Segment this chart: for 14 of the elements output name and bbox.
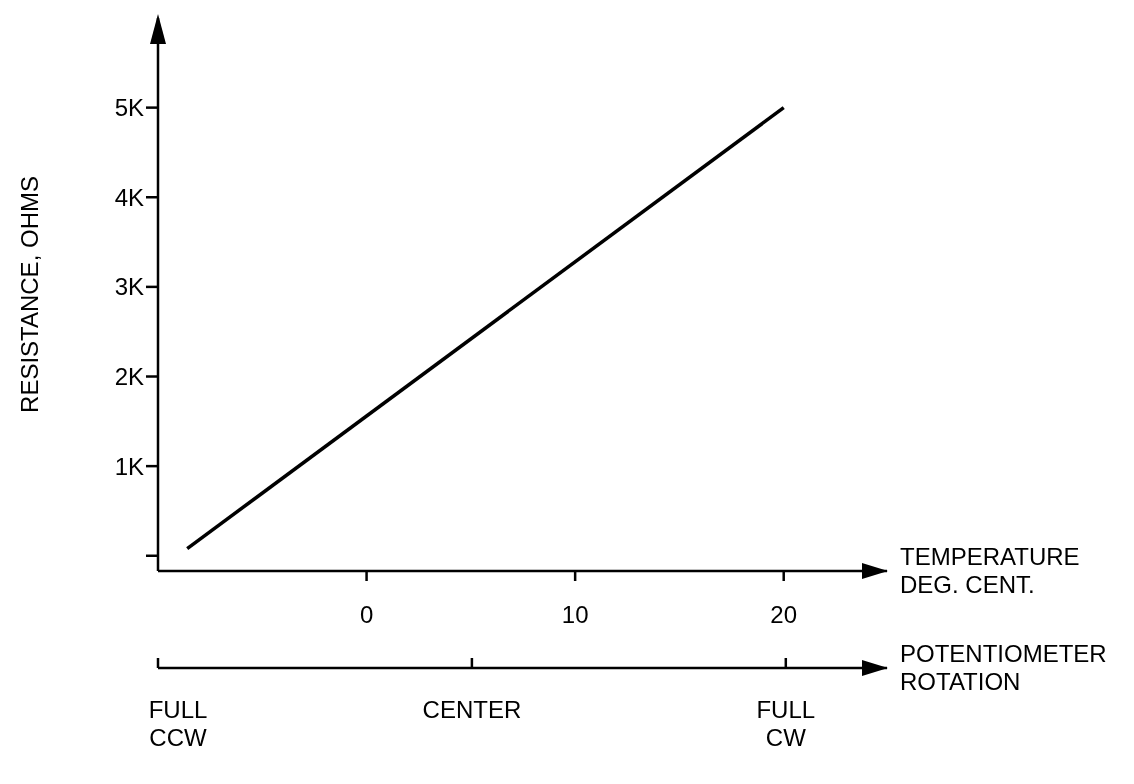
text: FULL CW — [756, 696, 816, 751]
x-axis-title: TEMPERATURE DEG. CENT. — [900, 543, 1080, 598]
x-tick-label: 0 — [359, 601, 374, 628]
y-tick-label: 5K — [114, 94, 144, 122]
y-tick-label: 3K — [114, 273, 144, 301]
text: FULL CCW — [148, 696, 208, 751]
y-axis-title: RESISTANCE, OHMS — [16, 176, 43, 413]
x-tick-label: 10 — [561, 601, 589, 628]
text: CENTER — [422, 696, 522, 723]
y-tick-label: 2K — [114, 363, 144, 391]
x2-axis-title: POTENTIOMETER ROTATION — [900, 640, 1107, 695]
y-tick-label: 1K — [114, 452, 144, 480]
y-tick-label: 4K — [114, 183, 144, 211]
x-tick-label: 20 — [770, 601, 798, 628]
